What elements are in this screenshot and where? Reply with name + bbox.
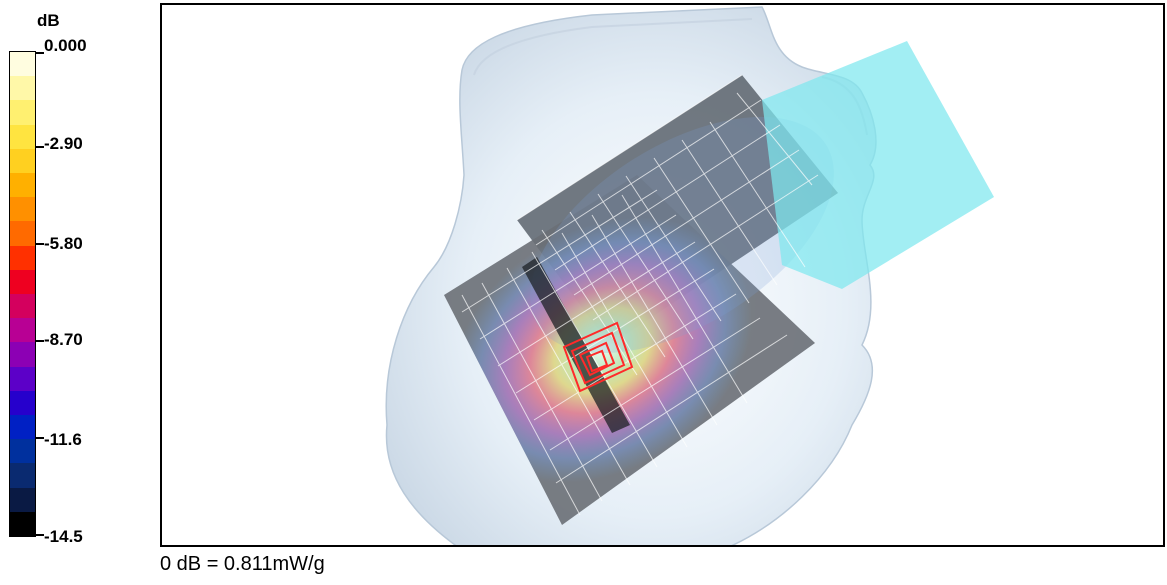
reference-value-label: 0 dB = 0.811mW/g: [160, 553, 325, 575]
colorbar-band-17: [10, 463, 35, 488]
colorbar-tick-4: [36, 437, 44, 439]
colorbar-band-8: [10, 245, 35, 270]
colorbar-band-12: [10, 342, 35, 367]
colorbar-tick-label-3: -8.70: [44, 330, 83, 349]
colorbar-band-14: [10, 390, 35, 416]
colorbar-band-5: [10, 173, 35, 198]
scan-grid: [461, 74, 819, 516]
colorbar-tick-label-1: -2.90: [44, 134, 83, 153]
device-plate: [762, 41, 994, 289]
colorbar-band-0: [10, 52, 35, 77]
colorbar-band-10: [10, 294, 35, 319]
colorbar-unit-label: dB: [37, 11, 60, 30]
colorbar-band-11: [10, 318, 35, 343]
colorbar-band-9: [10, 269, 35, 295]
colorbar: [9, 51, 36, 537]
colorbar-band-19: [10, 511, 35, 537]
colorbar-band-3: [10, 124, 35, 149]
colorbar-tick-5: [36, 534, 44, 536]
colorbar-band-4: [10, 148, 35, 174]
colorbar-band-7: [10, 221, 35, 246]
colorbar-tick-label-2: -5.80: [44, 234, 83, 253]
colorbar-tick-label-0: 0.000: [44, 36, 87, 55]
sar-peak-marker: [562, 321, 634, 393]
colorbar-tick-label-4: -11.6: [44, 430, 82, 449]
colorbar-tick-2: [36, 243, 44, 245]
device-edge: [522, 257, 630, 433]
colorbar-band-15: [10, 415, 35, 440]
colorbar-band-1: [10, 76, 35, 101]
colorbar-tick-3: [36, 340, 44, 342]
colorbar-band-2: [10, 100, 35, 125]
colorbar-tick-0: [36, 52, 44, 54]
sar-phantom-3d-view: [385, 6, 994, 545]
colorbar-band-18: [10, 487, 35, 512]
sar-3d-viewport[interactable]: [160, 3, 1165, 547]
colorbar-tick-1: [36, 146, 44, 148]
colorbar-band-16: [10, 439, 35, 464]
colorbar-tick-label-5: -14.5: [44, 527, 83, 546]
colorbar-band-6: [10, 197, 35, 222]
colorbar-band-13: [10, 366, 35, 391]
